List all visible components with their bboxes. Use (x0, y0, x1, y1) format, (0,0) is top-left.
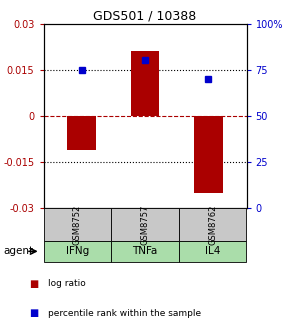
Text: IFNg: IFNg (66, 246, 89, 256)
Text: GSM8752: GSM8752 (73, 204, 82, 245)
Text: log ratio: log ratio (48, 280, 86, 288)
Bar (131, 51, 159, 116)
Text: TNFa: TNFa (132, 246, 158, 256)
Text: IL4: IL4 (205, 246, 220, 256)
Text: GSM8762: GSM8762 (208, 204, 217, 245)
Text: ■: ■ (29, 279, 38, 289)
Text: agent: agent (3, 246, 33, 256)
Title: GDS501 / 10388: GDS501 / 10388 (93, 9, 197, 23)
Text: ■: ■ (29, 308, 38, 318)
Bar (67, 116, 96, 150)
Text: percentile rank within the sample: percentile rank within the sample (48, 309, 201, 318)
Text: GSM8757: GSM8757 (140, 204, 150, 245)
Bar (194, 116, 223, 193)
